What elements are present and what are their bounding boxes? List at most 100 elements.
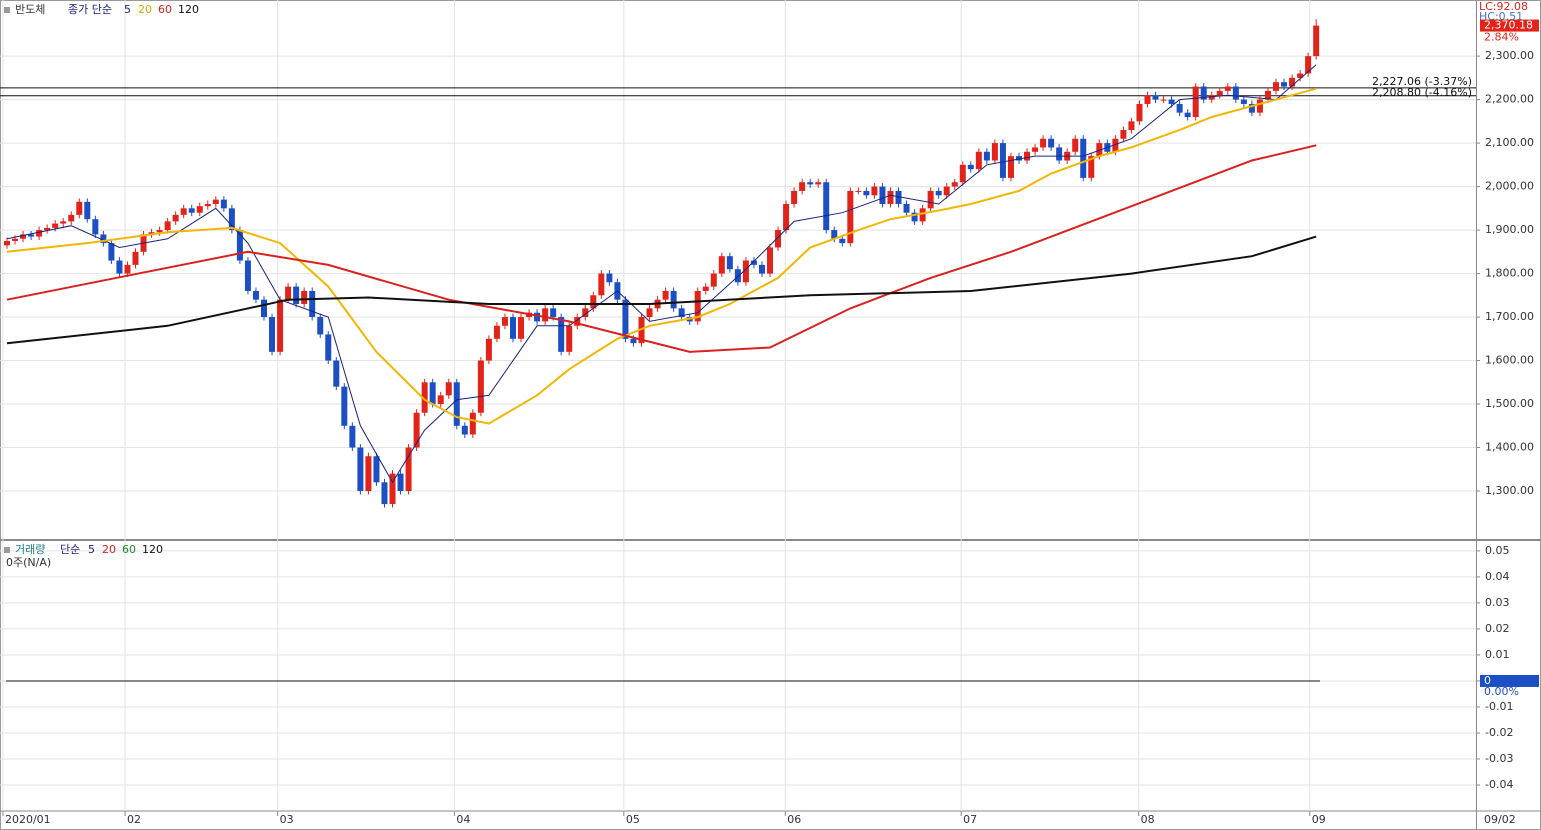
- candle-body: [493, 325, 500, 339]
- candle-body: [1024, 151, 1031, 161]
- candle-body: [309, 290, 316, 318]
- candle-body: [20, 234, 27, 239]
- candle-body: [1289, 77, 1296, 87]
- candle-body: [1080, 138, 1087, 178]
- candle-body: [92, 219, 99, 235]
- candle-body: [333, 360, 340, 387]
- legend-entry: 120: [142, 543, 163, 556]
- candle-body: [453, 382, 460, 426]
- candle-body: [429, 382, 436, 405]
- candle-body: [180, 208, 187, 215]
- lc-label: LC:92.08: [1479, 0, 1528, 13]
- candle-body: [678, 308, 685, 318]
- candle-body: [164, 221, 171, 231]
- zero-percent: 0.00%: [1484, 685, 1519, 698]
- x-tick-label: 09: [1312, 813, 1326, 826]
- x-tick-label: 06: [787, 813, 801, 826]
- candle-body: [847, 190, 854, 244]
- candle-body: [1232, 86, 1239, 100]
- legend-entry: 20: [138, 3, 152, 16]
- candle-body: [775, 230, 782, 248]
- candle-body: [437, 395, 444, 405]
- candle-body: [277, 299, 284, 352]
- y-tick-label: 1,600.00: [1485, 354, 1534, 367]
- candle-body: [148, 232, 155, 235]
- y-tick-label: 0.03: [1485, 596, 1510, 609]
- candle-body: [285, 286, 292, 300]
- legend-entry: 5: [88, 543, 95, 556]
- candle-body: [1144, 95, 1151, 104]
- y-tick-label: 0.05: [1485, 544, 1510, 557]
- candle-body: [823, 182, 830, 231]
- y-tick-label: 1,800.00: [1485, 267, 1534, 280]
- candle-body: [405, 447, 412, 492]
- panel-title: 반도체: [15, 3, 45, 16]
- candle-body: [943, 186, 950, 196]
- candle-body: [485, 338, 492, 361]
- candle-body: [108, 243, 115, 261]
- candle-body: [734, 269, 741, 283]
- candle-body: [36, 230, 43, 237]
- candle-body: [44, 227, 51, 231]
- moving-average: [6, 144, 1317, 353]
- candle-body: [999, 143, 1006, 178]
- candle-body: [509, 317, 516, 339]
- legend-entry: 120: [178, 3, 199, 16]
- candle-body: [791, 190, 798, 204]
- candle-body: [959, 164, 966, 183]
- candle-body: [1015, 156, 1022, 161]
- last-price-label: 2,370.18: [1484, 19, 1533, 32]
- candle-body: [783, 203, 790, 231]
- candle-body: [927, 190, 934, 209]
- candle-body: [606, 273, 613, 283]
- candle-body: [767, 247, 774, 274]
- candle-body: [52, 223, 59, 228]
- x-tick-label: 08: [1141, 813, 1155, 826]
- plot: [0, 19, 1476, 682]
- legend-entry: 60: [158, 3, 172, 16]
- candle-body: [1248, 103, 1255, 113]
- candle-body: [710, 273, 717, 287]
- candle-body: [132, 251, 139, 265]
- candle-body: [911, 212, 918, 222]
- candle-body: [758, 264, 765, 274]
- x-tick-label: 2020/01: [5, 813, 51, 826]
- candle-body: [1281, 82, 1288, 87]
- x-tick-label: 02: [127, 813, 141, 826]
- last-price-box: [1480, 19, 1539, 32]
- x-tick-label: 07: [963, 813, 977, 826]
- candle-body: [983, 151, 990, 161]
- candle-body: [261, 299, 268, 318]
- candle-body: [839, 238, 846, 244]
- candle-body: [365, 456, 372, 492]
- y-tick-label: 1,900.00: [1485, 223, 1534, 236]
- candle-body: [381, 482, 388, 505]
- candle-body: [871, 186, 878, 196]
- candle-body: [742, 260, 749, 283]
- candle-body: [236, 230, 243, 261]
- candle-body: [1128, 121, 1135, 131]
- y-tick-label: 2,200.00: [1485, 93, 1534, 106]
- y-tick-label: 0.04: [1485, 570, 1510, 583]
- candle-body: [1040, 138, 1047, 148]
- candle-body: [863, 190, 870, 196]
- candle-body: [12, 238, 19, 241]
- candle-body: [172, 214, 179, 222]
- candle-body: [1096, 143, 1103, 157]
- moving-average: [6, 235, 1317, 345]
- candle-body: [373, 456, 380, 483]
- candle-body: [204, 203, 211, 207]
- candle-body: [1184, 112, 1191, 117]
- candle-body: [887, 190, 894, 204]
- y-tick-label: 1,500.00: [1485, 397, 1534, 410]
- candle-body: [1152, 95, 1159, 100]
- candle-body: [196, 206, 203, 213]
- candle-body: [1048, 138, 1055, 148]
- candle-body: [252, 290, 259, 300]
- y-tick-label: 0.02: [1485, 622, 1510, 635]
- candle-body: [1176, 103, 1183, 113]
- candle-body: [935, 190, 942, 196]
- candle-body: [445, 382, 452, 396]
- candle-body: [293, 286, 300, 305]
